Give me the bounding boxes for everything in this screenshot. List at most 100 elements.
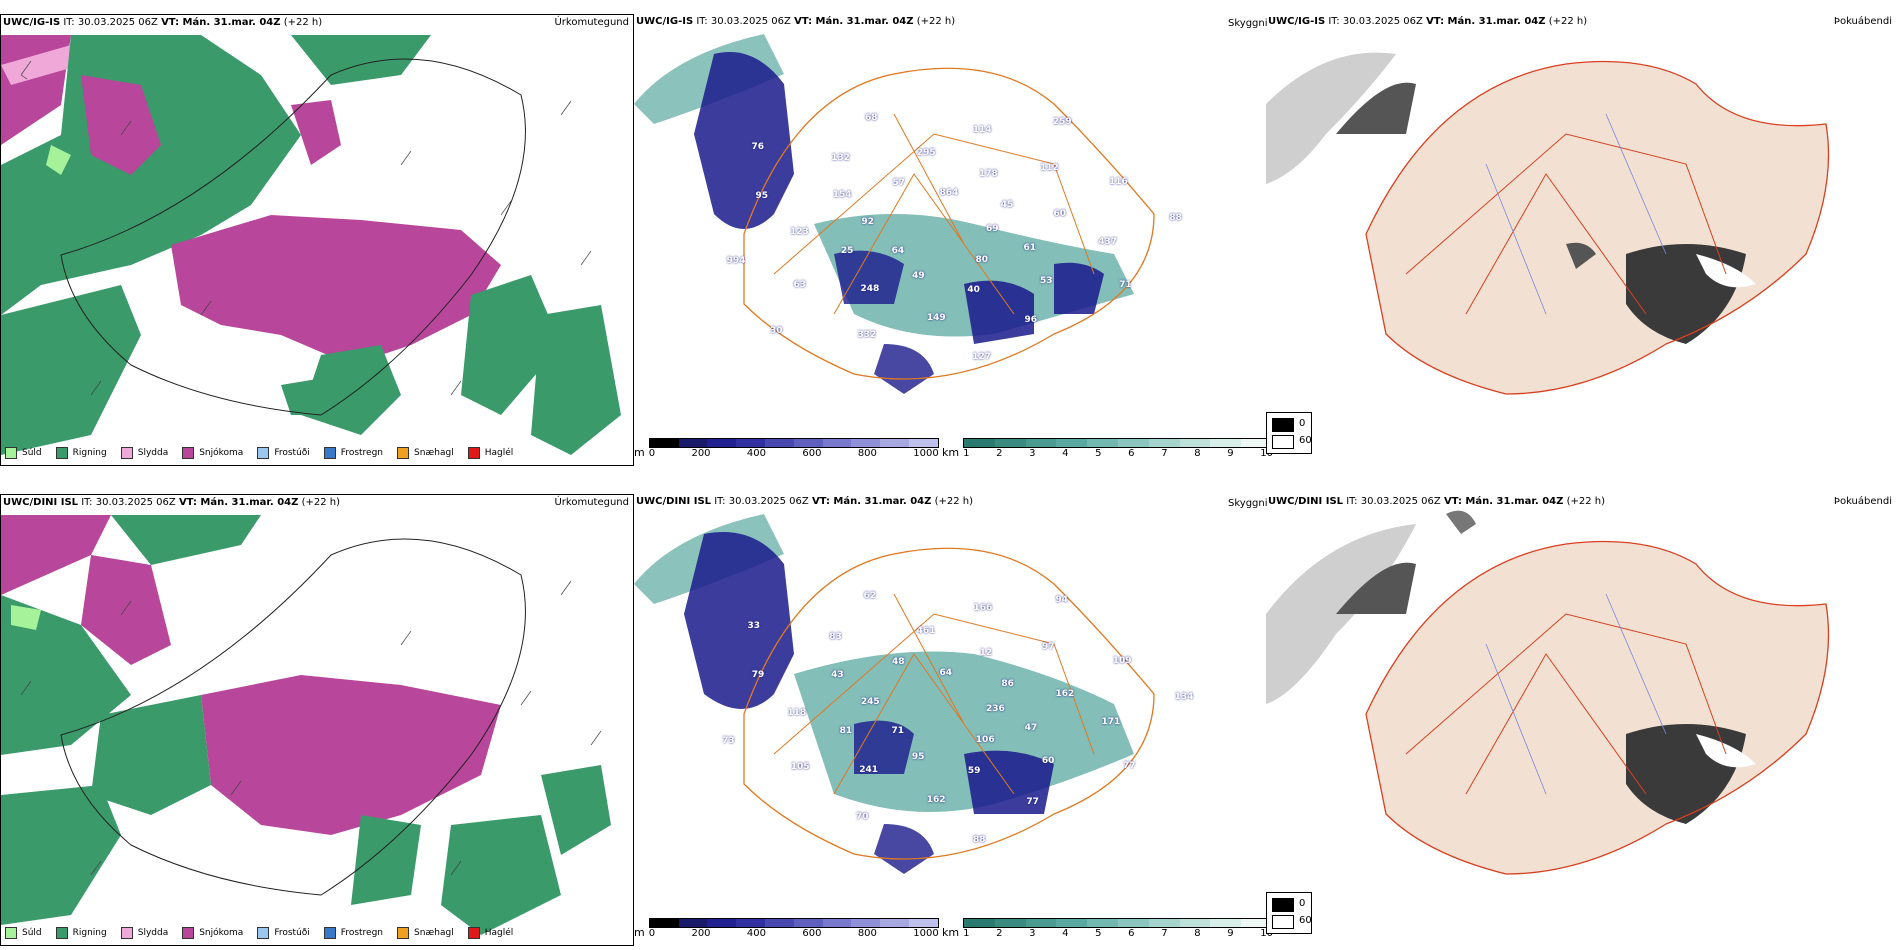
ceiling-label: 57 bbox=[892, 177, 906, 188]
ceiling-label: 134 bbox=[1174, 692, 1194, 703]
ceiling-label: 166 bbox=[973, 602, 993, 613]
ceiling-label: 114 bbox=[972, 124, 992, 135]
legend-item-rain: Rigning bbox=[55, 927, 107, 939]
ceiling-label: 48 bbox=[892, 657, 905, 668]
ceiling-label: 69 bbox=[986, 224, 999, 234]
ceiling-label: 63 bbox=[793, 280, 807, 291]
ceiling-label: 162 bbox=[1055, 688, 1075, 699]
fog-label-row2: Þokuábendi bbox=[1833, 496, 1892, 507]
legend-item-freezing-drizzle: Frostúði bbox=[257, 927, 310, 939]
ceiling-label: 96 bbox=[1024, 315, 1038, 326]
precip-title-row1: UWC/IG-IS IT: 30.03.2025 06Z VT: Mán. 31… bbox=[3, 17, 323, 28]
visibility-label-row1: Skyggni bbox=[1228, 18, 1268, 29]
precip-type-label-row1: Úrkomutegund bbox=[554, 17, 629, 28]
fog-legend-row2: 0 60 bbox=[1266, 892, 1312, 934]
ceiling-label: 83 bbox=[829, 631, 842, 642]
legend-item-hail: Haglél bbox=[467, 927, 513, 939]
legend-item-snow-pellets: Snæhagl bbox=[397, 447, 454, 459]
ceiling-label: 12 bbox=[979, 647, 993, 658]
fog-map-row2 bbox=[1266, 510, 1830, 875]
precip-legend-row1: Súld Rigning Slydda Snjókoma Frostúði Fr… bbox=[5, 447, 513, 459]
ceiling-label: 71 bbox=[891, 726, 905, 737]
visibility-map-row1 bbox=[634, 34, 1155, 394]
fog-panel-row2: UWC/DINI ISL IT: 30.03.2025 06Z VT: Mán.… bbox=[1266, 494, 1896, 946]
ceiling-label: 94 bbox=[1055, 594, 1069, 605]
fog-map-row1 bbox=[1266, 52, 1830, 395]
legend-item-sleet: Slydda bbox=[120, 927, 168, 939]
ceiling-label: 80 bbox=[975, 255, 989, 266]
ceiling-label: 61 bbox=[1023, 242, 1037, 253]
ceiling-label: 123 bbox=[790, 227, 809, 238]
ceiling-label: 116 bbox=[1109, 177, 1128, 188]
precip-type-panel-row2: UWC/DINI ISL IT: 30.03.2025 06Z VT: Mán.… bbox=[0, 494, 634, 946]
ceiling-label: 105 bbox=[790, 761, 810, 772]
precip-map-row1 bbox=[1, 15, 633, 465]
ceiling-label: 49 bbox=[912, 271, 925, 282]
ceiling-label: 62 bbox=[863, 591, 877, 602]
ceiling-colorbar-row1: m 0 200 400 600 800 1000 bbox=[634, 438, 939, 459]
ceiling-label: 47 bbox=[1024, 723, 1038, 734]
ceiling-label: 95 bbox=[911, 751, 925, 762]
ceiling-label: 149 bbox=[926, 313, 946, 324]
legend-item-freezing-rain: Frostregn bbox=[323, 447, 383, 459]
ceiling-label: 236 bbox=[986, 704, 1005, 714]
ceiling-labels-row1: 69 64 864 80 92 45 49 57 61 25 178 40 154 60 248 295 53 1… bbox=[634, 14, 1264, 454]
ceiling-label: 33 bbox=[747, 620, 761, 631]
ceiling-label: 60 bbox=[1053, 208, 1067, 219]
ceiling-label: 70 bbox=[855, 811, 869, 822]
ceiling-label: 95 bbox=[755, 191, 768, 202]
ceiling-label: 81 bbox=[839, 726, 853, 737]
fog-panel-row1: UWC/IG-IS IT: 30.03.2025 06Z VT: Mán. 31… bbox=[1266, 14, 1896, 466]
fog-title-row1: UWC/IG-IS IT: 30.03.2025 06Z VT: Mán. 31… bbox=[1268, 16, 1588, 27]
ceiling-label: 25 bbox=[840, 246, 854, 257]
ceiling-label: 112 bbox=[1039, 163, 1059, 174]
ceiling-label: 154 bbox=[832, 190, 852, 201]
cloud-colorbar-row2: km 12345678910 bbox=[942, 918, 1274, 939]
ceiling-label: 245 bbox=[860, 696, 880, 707]
cloud-colorbar-row1: km 12345678910 bbox=[942, 438, 1274, 459]
ceiling-label: 248 bbox=[860, 284, 880, 295]
ceiling-label: 73 bbox=[722, 736, 735, 747]
legend-item-snow: Snjókoma bbox=[182, 927, 243, 939]
ceiling-label: 43 bbox=[831, 669, 844, 680]
ceiling-label: 241 bbox=[859, 765, 879, 776]
precip-type-panel-row1: UWC/IG-IS IT: 30.03.2025 06Z VT: Mán. 31… bbox=[0, 14, 634, 466]
ceiling-label: 106 bbox=[975, 735, 995, 746]
ceiling-label: 437 bbox=[1098, 236, 1118, 247]
ceiling-label: 88 bbox=[1169, 212, 1182, 223]
ceiling-label: 127 bbox=[972, 352, 991, 363]
visibility-title-row1: UWC/IG-IS IT: 30.03.2025 06Z VT: Mán. 31… bbox=[636, 16, 956, 27]
ceiling-label: 60 bbox=[1041, 756, 1055, 767]
ceiling-label: 86 bbox=[1001, 679, 1014, 690]
ceiling-label: 178 bbox=[978, 168, 998, 179]
ceiling-label: 77 bbox=[1123, 761, 1136, 772]
visibility-panel-row2: 236 71 64 106 245 86 95 48 47 81 12 59 43 162 241 461 60… bbox=[634, 494, 1274, 946]
visibility-map-row2 bbox=[634, 514, 1155, 874]
visibility-panel-row1: 69 64 864 80 92 45 49 57 61 25 178 40 154 60 248 295 53 1… bbox=[634, 14, 1274, 466]
legend-item-hail: Haglél bbox=[467, 447, 513, 459]
legend-item-drizzle: Súld bbox=[5, 927, 42, 939]
ceiling-label: 864 bbox=[939, 187, 959, 198]
ceiling-label: 295 bbox=[916, 147, 936, 158]
ceiling-label: 76 bbox=[751, 142, 765, 153]
ceiling-label: 77 bbox=[1026, 796, 1039, 807]
ceiling-label: 68 bbox=[865, 113, 878, 124]
ceiling-label: 64 bbox=[891, 246, 905, 257]
ceiling-label: 88 bbox=[973, 834, 986, 845]
ceiling-label: 59 bbox=[967, 766, 981, 777]
ceiling-labels-row2: 236 71 64 106 245 86 95 48 47 81 12 59 43 162 241 461 60… bbox=[634, 494, 1264, 934]
ceiling-label: 30 bbox=[769, 326, 783, 337]
precip-map-row2 bbox=[1, 495, 633, 945]
legend-item-freezing-drizzle: Frostúði bbox=[257, 447, 310, 459]
ceiling-label: 79 bbox=[751, 670, 765, 681]
legend-item-snow: Snjókoma bbox=[182, 447, 243, 459]
legend-item-drizzle: Súld bbox=[5, 447, 42, 459]
legend-item-freezing-rain: Frostregn bbox=[323, 927, 383, 939]
legend-item-snow-pellets: Snæhagl bbox=[397, 927, 454, 939]
fog-title-row2: UWC/DINI ISL IT: 30.03.2025 06Z VT: Mán.… bbox=[1268, 496, 1605, 507]
precip-legend-row2: Súld Rigning Slydda Snjókoma Frostúði Fr… bbox=[5, 927, 513, 939]
ceiling-label: 461 bbox=[916, 626, 936, 637]
visibility-label-row2: Skyggni bbox=[1228, 498, 1268, 509]
ceiling-colorbar-row2: m 0 200 400 600 800 1000 bbox=[634, 918, 939, 939]
ceiling-label: 118 bbox=[787, 707, 807, 718]
